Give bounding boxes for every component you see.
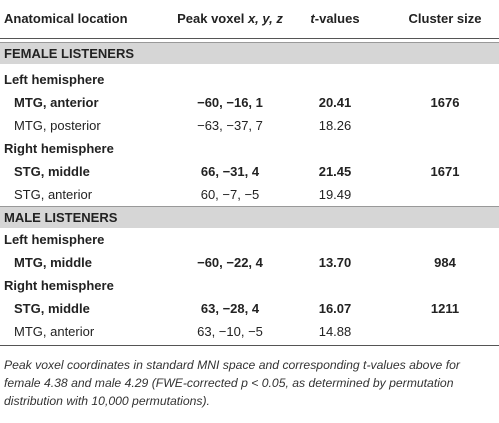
header-cell: Anatomical location <box>4 11 128 26</box>
cell: −63, −37, 7 <box>197 118 263 133</box>
cell: 20.41 <box>318 95 352 110</box>
cell: MTG, posterior <box>14 118 101 133</box>
cell: −60, −22, 4 <box>197 255 263 270</box>
section-bar: FEMALE LISTENERS <box>0 42 499 64</box>
header-cell: Cluster size <box>408 11 482 26</box>
group-title: Right hemisphere <box>4 141 114 156</box>
group-title: Right hemisphere <box>4 278 114 293</box>
header-text: x, y, z <box>247 11 283 26</box>
header-cell: Peak voxel x, y, z <box>175 0 285 38</box>
cell: −60, −16, 1 <box>197 95 263 110</box>
cell: 1211 <box>430 301 460 316</box>
footnote: Peak voxel coordinates in standard MNI s… <box>4 358 460 408</box>
header-text: Peak voxel <box>177 11 245 26</box>
group-title: Left hemisphere <box>4 232 105 247</box>
cell: MTG, anterior <box>14 95 99 110</box>
cell: MTG, anterior <box>14 324 95 339</box>
header-text: -values <box>314 11 360 26</box>
section-bar: MALE LISTENERS <box>0 206 499 228</box>
cell: 19.49 <box>318 187 352 202</box>
header-text: t <box>310 11 315 26</box>
cell: 21.45 <box>318 164 352 179</box>
cell: 16.07 <box>318 301 352 316</box>
cell: 66, −31, 4 <box>200 164 260 179</box>
cell: STG, anterior <box>14 187 93 202</box>
cell: 18.26 <box>318 118 352 133</box>
header-cell: t-values <box>290 0 380 38</box>
bottom-rule <box>0 345 499 346</box>
cell: 1671 <box>430 164 460 179</box>
cell: 984 <box>434 255 456 270</box>
header-rule <box>0 38 499 39</box>
cell: STG, middle <box>14 164 90 179</box>
group-title: Left hemisphere <box>4 72 105 87</box>
cell: 63, −10, −5 <box>197 324 263 339</box>
cell: 14.88 <box>318 324 352 339</box>
cell: 1676 <box>430 95 460 110</box>
cell: 13.70 <box>318 255 352 270</box>
cell: 60, −7, −5 <box>200 187 260 202</box>
cell: MTG, middle <box>14 255 92 270</box>
cell: STG, middle <box>14 301 90 316</box>
cell: 63, −28, 4 <box>200 301 260 316</box>
